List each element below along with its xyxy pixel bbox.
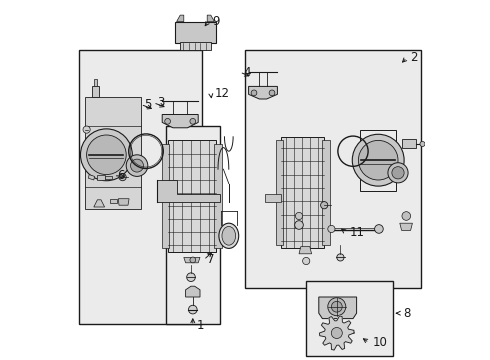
Bar <box>166 126 220 324</box>
Polygon shape <box>110 199 117 203</box>
Polygon shape <box>299 247 312 254</box>
Circle shape <box>328 298 346 316</box>
Circle shape <box>80 129 132 181</box>
Polygon shape <box>176 15 184 22</box>
Circle shape <box>83 126 90 133</box>
Polygon shape <box>118 199 129 205</box>
Text: 10: 10 <box>373 336 388 349</box>
Circle shape <box>337 254 344 261</box>
Circle shape <box>420 141 425 147</box>
Polygon shape <box>207 15 215 22</box>
Text: 1: 1 <box>196 319 204 332</box>
Bar <box>175 22 216 43</box>
Circle shape <box>331 301 342 312</box>
Text: 11: 11 <box>349 226 365 239</box>
Circle shape <box>165 118 171 124</box>
Polygon shape <box>402 139 416 148</box>
Circle shape <box>303 257 310 265</box>
Circle shape <box>328 225 335 233</box>
Circle shape <box>294 221 303 229</box>
Bar <box>322 140 330 245</box>
Polygon shape <box>94 79 98 86</box>
Text: 12: 12 <box>215 87 229 100</box>
Bar <box>245 50 421 288</box>
Polygon shape <box>105 176 112 179</box>
Circle shape <box>87 135 126 175</box>
Bar <box>306 281 392 356</box>
Ellipse shape <box>222 226 236 245</box>
Circle shape <box>251 90 257 96</box>
Ellipse shape <box>219 223 239 248</box>
Polygon shape <box>98 175 104 180</box>
Circle shape <box>388 163 408 183</box>
Circle shape <box>269 90 275 96</box>
Polygon shape <box>184 257 200 263</box>
Polygon shape <box>319 297 357 319</box>
Bar <box>215 144 221 248</box>
Circle shape <box>119 174 126 181</box>
Circle shape <box>190 118 196 124</box>
Polygon shape <box>92 86 99 97</box>
Polygon shape <box>88 175 95 180</box>
Circle shape <box>295 212 303 220</box>
Bar <box>162 144 170 248</box>
Polygon shape <box>248 86 277 99</box>
Text: 2: 2 <box>411 51 418 64</box>
Circle shape <box>190 257 196 263</box>
Circle shape <box>402 212 411 220</box>
Polygon shape <box>319 316 354 350</box>
Polygon shape <box>85 97 141 209</box>
Text: 3: 3 <box>157 96 164 109</box>
Bar <box>275 140 283 245</box>
Text: 9: 9 <box>212 15 220 28</box>
Polygon shape <box>162 114 198 128</box>
Circle shape <box>352 134 404 186</box>
Polygon shape <box>186 286 200 297</box>
Polygon shape <box>157 180 220 202</box>
Text: 8: 8 <box>403 307 411 320</box>
Circle shape <box>320 202 328 209</box>
Circle shape <box>331 328 343 338</box>
Circle shape <box>130 159 144 172</box>
Text: 4: 4 <box>243 66 251 78</box>
Text: 6: 6 <box>117 169 124 182</box>
Text: 5: 5 <box>144 98 151 111</box>
Text: 7: 7 <box>207 253 215 266</box>
Bar <box>180 42 211 50</box>
Circle shape <box>358 140 398 180</box>
Circle shape <box>392 167 404 179</box>
Bar <box>79 50 202 324</box>
Circle shape <box>189 305 197 314</box>
Polygon shape <box>94 200 104 207</box>
Polygon shape <box>265 194 281 202</box>
Circle shape <box>374 225 383 233</box>
Circle shape <box>126 155 148 176</box>
Bar <box>168 140 216 252</box>
Bar <box>281 137 324 248</box>
Bar <box>360 130 396 191</box>
Polygon shape <box>400 223 413 230</box>
Circle shape <box>187 273 196 282</box>
